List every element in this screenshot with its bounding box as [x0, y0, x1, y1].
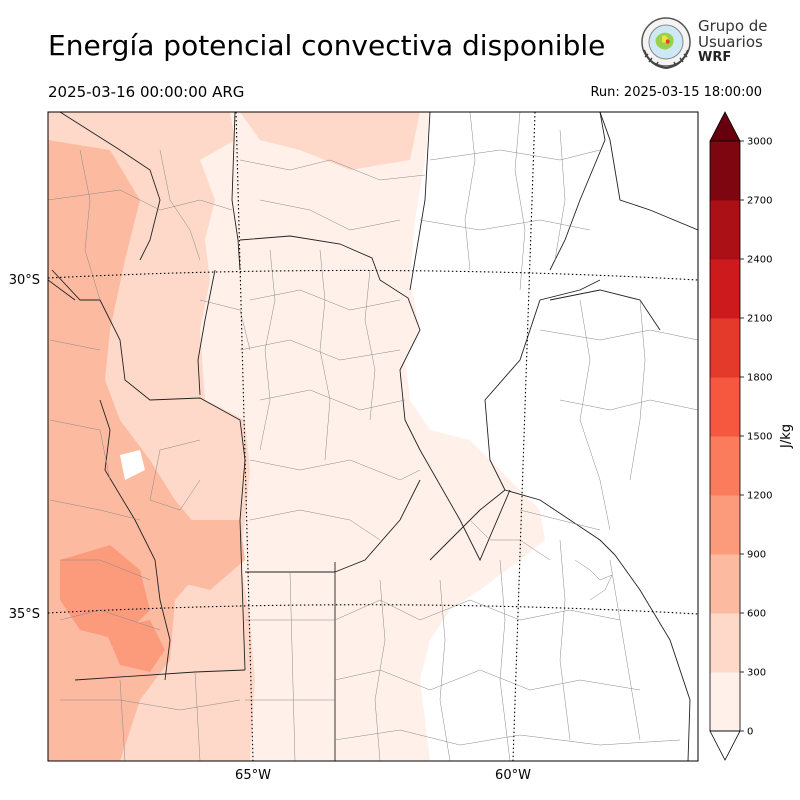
- border-santiago-santafe: [409, 112, 431, 291]
- colorbar-tick-label: 1800: [747, 373, 772, 384]
- colorbar-tick-label: 600: [747, 609, 766, 620]
- border-catamarca-tucuman: [231, 112, 241, 271]
- cape-none-west-patch: [120, 450, 145, 480]
- border-san-juan-west: [48, 279, 76, 301]
- colorbar-segment: [710, 554, 740, 614]
- graticule-lat-30s: [48, 269, 698, 281]
- colorbar-tick-label: 2700: [747, 196, 772, 207]
- border-cordoba-santafe: [419, 449, 511, 562]
- graticule-lon-60w: [512, 112, 536, 761]
- colorbar-segment: [710, 613, 740, 673]
- border-corrientes-misiones: [549, 289, 661, 331]
- lat-label-30s: 30°S: [9, 273, 40, 288]
- border-buenos-aires-north: [429, 489, 506, 561]
- cape-band-300-600-north: [240, 112, 420, 170]
- map-title: Energía potencial convectiva disponible: [48, 29, 606, 62]
- cape-band-900-1200-b: [105, 620, 165, 672]
- globe-seal-icon: [641, 17, 691, 70]
- cape-field: [48, 112, 698, 761]
- logo-line-2: Usuarios: [698, 33, 763, 51]
- cape-none-east: [420, 112, 698, 761]
- border-cordoba-west: [197, 269, 216, 396]
- logo-line-3: WRF: [698, 50, 732, 65]
- border-river-plate: [614, 554, 691, 761]
- border-sanluis: [99, 399, 171, 681]
- colorbar-segment: [710, 318, 740, 378]
- logo-text: Grupo de Usuarios WRF: [698, 18, 768, 66]
- border-cordoba-south: [334, 479, 421, 573]
- logo-line-1: Grupo de: [698, 17, 768, 35]
- border-la-rioja: [51, 269, 246, 671]
- lon-label-65w: 65°W: [235, 768, 271, 783]
- department-borders: [48, 112, 698, 761]
- lat-label-35s: 35°S: [9, 607, 40, 622]
- graticule: [48, 112, 698, 761]
- map-frame: [47, 111, 699, 762]
- border-santiago-del-estero: [239, 235, 421, 451]
- valid-time: 2025-03-16 00:00:00 ARG: [48, 83, 245, 101]
- colorbar-extend-over: [709, 111, 741, 142]
- colorbar-tick-label: 0: [747, 727, 753, 738]
- colorbar-tick-label: 900: [747, 550, 766, 561]
- colorbar-tick-label: 1500: [747, 432, 772, 443]
- colorbar-unit: J/kg: [779, 424, 794, 449]
- run-time: Run: 2025-03-15 18:00:00: [590, 85, 762, 100]
- border-santafe-entrerios: [484, 279, 601, 491]
- colorbar-segment: [710, 377, 740, 437]
- colorbar-segment: [710, 672, 740, 732]
- graticule-lon-65w: [235, 112, 254, 761]
- colorbar-tick-label: 3000: [747, 137, 772, 148]
- colorbar-tick-label: 300: [747, 668, 766, 679]
- cape-band-900-1200-a: [60, 545, 150, 640]
- border-uruguay-river: [599, 112, 698, 231]
- border-andes: [59, 112, 161, 261]
- colorbar-extend-under: [709, 730, 741, 761]
- grupo-wrf-logo: Grupo de Usuarios WRF: [636, 14, 768, 74]
- border-entrerios-south: [504, 489, 616, 556]
- colorbar-segment: [710, 141, 740, 201]
- colorbar: 0 300 600 900 1200 1500 1800 2100 2400 2700 3000: [709, 111, 772, 761]
- colorbar-segment: [710, 495, 740, 555]
- colorbar-tick-label: 2100: [747, 314, 772, 325]
- graticule-lat-35s: [48, 604, 698, 615]
- colorbar-segment: [710, 200, 740, 260]
- colorbar-tick-label: 2400: [747, 255, 772, 266]
- province-borders: [48, 112, 698, 761]
- cape-band-600-900-b: [150, 520, 245, 590]
- colorbar-segment: [710, 436, 740, 496]
- colorbar-tick-label: 1200: [747, 491, 772, 502]
- lon-label-60w: 60°W: [495, 768, 531, 783]
- colorbar-segment: [710, 259, 740, 319]
- border-chaco: [430, 112, 606, 271]
